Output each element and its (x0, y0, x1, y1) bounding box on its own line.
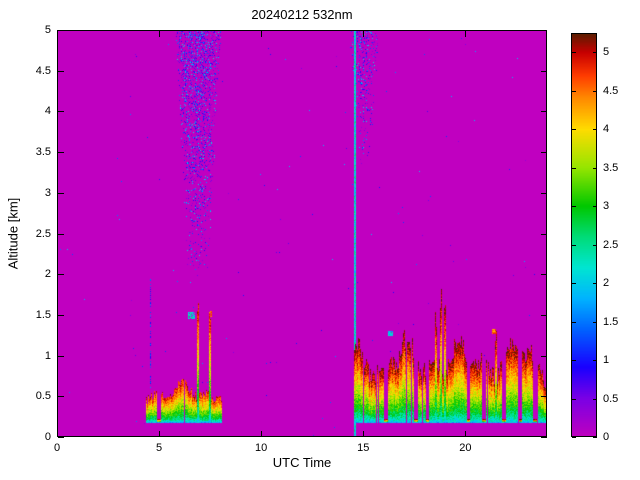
colorbar-tick-left (572, 206, 576, 208)
colorbar-tick (593, 283, 597, 285)
heatmap-canvas (57, 30, 547, 437)
colorbar-tick-left (572, 129, 576, 131)
y-tick (58, 111, 64, 113)
x-tick (159, 431, 161, 437)
y-tick-label: 4.5 (35, 64, 51, 77)
colorbar-tick (593, 52, 597, 54)
y-tick-label: 4 (44, 105, 51, 118)
colorbar-tick-label: 4.5 (603, 84, 619, 97)
x-tick-label: 10 (255, 442, 268, 454)
y-tick (58, 274, 64, 276)
colorbar-tick (593, 244, 597, 246)
x-tick (363, 431, 365, 437)
colorbar-tick-label: 0.5 (603, 392, 619, 405)
y-tick-label: 2.5 (35, 227, 51, 240)
colorbar-tick-left (572, 321, 576, 323)
y-tick (58, 233, 64, 235)
colorbar-tick (593, 360, 597, 362)
colorbar-tick-label: 3 (603, 200, 610, 213)
colorbar-canvas (571, 33, 597, 437)
colorbar-tick-label: 1 (603, 354, 610, 367)
y-tick-right (541, 314, 547, 316)
x-tick (57, 431, 58, 437)
y-tick (58, 70, 64, 72)
y-tick-right (541, 437, 547, 438)
y-tick (58, 355, 64, 357)
colorbar-tick-label: 4 (603, 123, 610, 136)
colorbar-tick-label: 2.5 (603, 238, 619, 251)
colorbar-tick-left (572, 437, 576, 438)
y-tick-label: 2 (44, 268, 51, 281)
colorbar-tick (593, 167, 597, 169)
y-tick-right (541, 111, 547, 113)
colorbar-tick-label: 1.5 (603, 315, 619, 328)
colorbar-tick-left (572, 360, 576, 362)
colorbar-tick (593, 90, 597, 92)
x-tick-top (159, 31, 161, 37)
colorbar-tick-left (572, 52, 576, 54)
x-tick-label: 5 (156, 442, 163, 454)
colorbar-tick-left (572, 398, 576, 400)
x-axis-label: UTC Time (272, 455, 332, 470)
x-tick-top (57, 31, 58, 37)
y-tick-label: 3 (44, 186, 51, 199)
x-tick-label: 15 (357, 442, 370, 454)
colorbar-tick-label: 5 (603, 46, 610, 59)
y-tick (58, 30, 64, 31)
y-tick-right (541, 274, 547, 276)
y-tick (58, 437, 64, 438)
colorbar-tick (593, 398, 597, 400)
y-tick-right (541, 30, 547, 31)
x-tick-top (465, 31, 467, 37)
y-tick-label: 0.5 (35, 390, 51, 403)
y-tick-right (541, 70, 547, 72)
y-tick-label: 0 (44, 431, 51, 443)
y-tick-label: 3.5 (35, 146, 51, 159)
colorbar-tick-left (572, 90, 576, 92)
colorbar-tick (593, 129, 597, 131)
colorbar-tick (593, 321, 597, 323)
colorbar-tick-left (572, 244, 576, 246)
colorbar-tick-left (572, 167, 576, 169)
plot-title: 20240212 532nm (251, 7, 353, 22)
y-tick (58, 314, 64, 316)
y-axis-label: Altitude [km] (5, 197, 21, 270)
colorbar-tick-label: 0 (603, 431, 610, 443)
colorbar-tick-label: 2 (603, 277, 610, 290)
y-tick-label: 5 (44, 24, 51, 36)
x-tick-label: 20 (459, 442, 472, 454)
y-tick-right (541, 396, 547, 398)
x-tick (261, 431, 263, 437)
y-tick-label: 1.5 (35, 308, 51, 321)
x-tick-top (363, 31, 365, 37)
x-tick-label: 0 (53, 442, 61, 454)
colorbar-tick-left (572, 283, 576, 285)
colorbar-tick-label: 3.5 (603, 161, 619, 174)
y-tick-right (541, 355, 547, 357)
colorbar-tick (593, 437, 597, 438)
x-tick-top (261, 31, 263, 37)
x-tick (465, 431, 467, 437)
colorbar-tick (593, 206, 597, 208)
y-tick-right (541, 152, 547, 154)
y-tick (58, 192, 64, 194)
y-tick (58, 152, 64, 154)
y-tick-right (541, 192, 547, 194)
y-tick-right (541, 233, 547, 235)
y-tick-label: 1 (44, 349, 51, 362)
y-tick (58, 396, 64, 398)
